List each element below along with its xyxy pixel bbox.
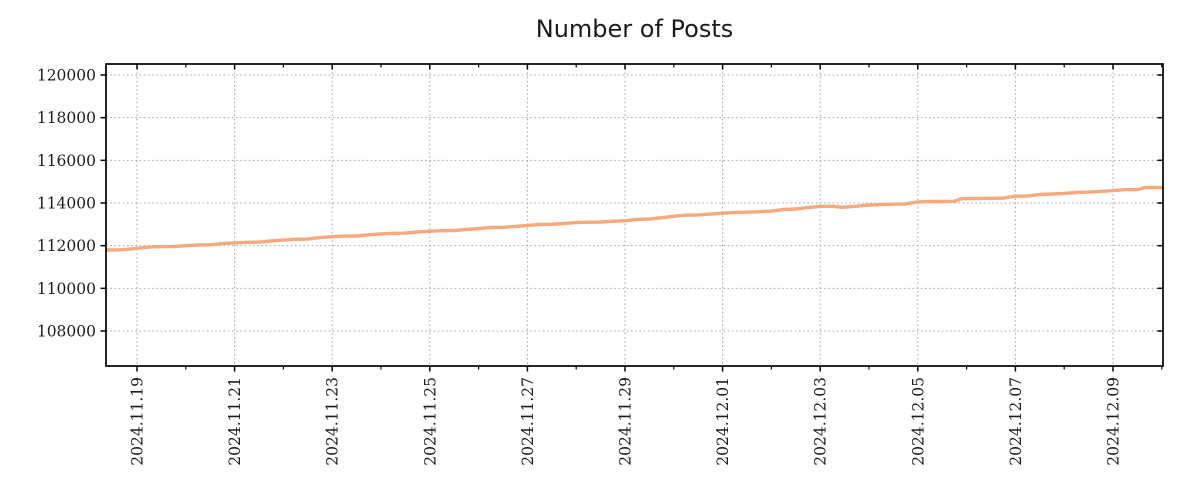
chart-title: Number of Posts — [535, 15, 734, 43]
x-tick-label: 2024.11.19 — [129, 377, 147, 466]
x-tick-label: 2024.11.23 — [324, 377, 342, 466]
y-tick-label: 110000 — [37, 280, 96, 298]
y-tick-label: 120000 — [37, 67, 96, 85]
y-tick-label: 112000 — [37, 237, 96, 255]
y-tick-label: 116000 — [37, 152, 96, 170]
series-line-posts — [105, 185, 1164, 252]
x-tick-label: 2024.12.05 — [909, 377, 927, 466]
x-tick-label: 2024.11.21 — [226, 377, 244, 466]
x-tick-label: 2024.11.27 — [519, 377, 537, 466]
x-tick-label: 2024.12.07 — [1007, 377, 1025, 466]
x-tick-label: 2024.12.03 — [812, 377, 830, 466]
x-tick-label: 2024.11.29 — [617, 377, 635, 466]
y-tick-label: 114000 — [37, 195, 96, 213]
x-tick-label: 2024.12.09 — [1105, 377, 1123, 466]
y-tick-label: 118000 — [37, 109, 96, 127]
plot-spine — [105, 63, 1164, 367]
x-tick-label: 2024.11.25 — [421, 377, 439, 466]
y-tick-label: 108000 — [37, 322, 96, 340]
x-tick-label: 2024.12.01 — [714, 377, 732, 466]
